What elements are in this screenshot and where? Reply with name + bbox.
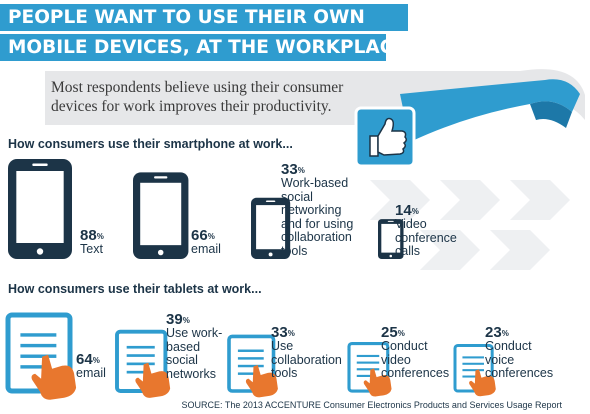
tablet-1-unit: % xyxy=(182,316,190,325)
phone-0-value: 88 xyxy=(80,227,97,244)
phone-0-label: Text xyxy=(80,242,103,256)
tablet-mark-1 xyxy=(115,329,171,398)
tablet-2-label: Use collaboration tools xyxy=(271,339,342,380)
phone-1-value: 66 xyxy=(191,227,208,244)
phone-item-2: 33% Work-based social networking and for… xyxy=(281,162,363,258)
phone-3-label: Video conference calls xyxy=(395,217,457,258)
phone-item-0: 88% Text xyxy=(80,228,104,257)
tablet-3-value: 25 xyxy=(381,324,398,341)
phone-2-unit: % xyxy=(297,166,305,175)
tablet-1-label: Use work-based social networks xyxy=(166,326,223,381)
smartphone-mark-0 xyxy=(8,159,72,259)
tablet-1-value: 39 xyxy=(166,311,183,328)
smartphone-mark-3 xyxy=(378,219,404,259)
smartphone-section-heading: How consumers use their smartphone at wo… xyxy=(8,137,293,151)
tablet-mark-2 xyxy=(227,334,278,398)
phone-3-value: 14 xyxy=(395,202,412,219)
tablet-section-heading: How consumers use their tablets at work.… xyxy=(8,282,262,296)
tablet-4-value: 23 xyxy=(485,324,502,341)
thumbs-up-icon xyxy=(354,106,416,168)
tablet-3-unit: % xyxy=(397,329,405,338)
intro-text: Most respondents believe using their con… xyxy=(45,71,355,125)
title-line-1: PEOPLE WANT TO USE THEIR OWN xyxy=(0,4,408,31)
tablet-item-1: 39% Use work-based social networks xyxy=(166,312,234,381)
tablet-4-unit: % xyxy=(501,329,509,338)
phone-1-unit: % xyxy=(207,232,215,241)
title-line-2: MOBILE DEVICES, AT THE WORKPLACE xyxy=(0,34,406,61)
phone-0-unit: % xyxy=(96,232,104,241)
tablet-item-0: 64% email xyxy=(76,352,106,381)
phone-3-unit: % xyxy=(411,207,419,216)
tablet-item-3: 25% Conduct video conferences xyxy=(381,325,453,381)
tablet-mark-3 xyxy=(347,341,392,397)
phone-1-label: email xyxy=(191,242,221,256)
source-note: SOURCE: The 2013 ACCENTURE Consumer Elec… xyxy=(181,400,563,410)
tablet-3-label: Conduct video conferences xyxy=(381,339,450,380)
tablet-mark-0 xyxy=(5,312,77,400)
decorative-chevrons xyxy=(370,180,570,270)
smartphone-mark-1 xyxy=(133,172,189,259)
tablet-mark-4 xyxy=(453,343,496,397)
tablet-2-value: 33 xyxy=(271,324,288,341)
tablet-item-2: 33% Use collaboration tools xyxy=(271,324,342,381)
tablet-0-value: 64 xyxy=(76,351,93,368)
phone-2-label: Work-based social networking and for usi… xyxy=(281,176,354,258)
tablet-4-label: Conduct voice conferences xyxy=(485,339,554,380)
tablet-2-unit: % xyxy=(287,329,295,338)
tablet-0-unit: % xyxy=(92,356,100,365)
smartphone-mark-2 xyxy=(251,197,291,259)
phone-2-value: 33 xyxy=(281,161,298,178)
tablet-0-label: email xyxy=(76,366,106,380)
tablet-item-4: 23% Conduct voice conferences xyxy=(485,325,557,381)
phone-item-3: 14% Video conference calls xyxy=(395,203,470,259)
phone-item-1: 66% email xyxy=(191,228,221,257)
